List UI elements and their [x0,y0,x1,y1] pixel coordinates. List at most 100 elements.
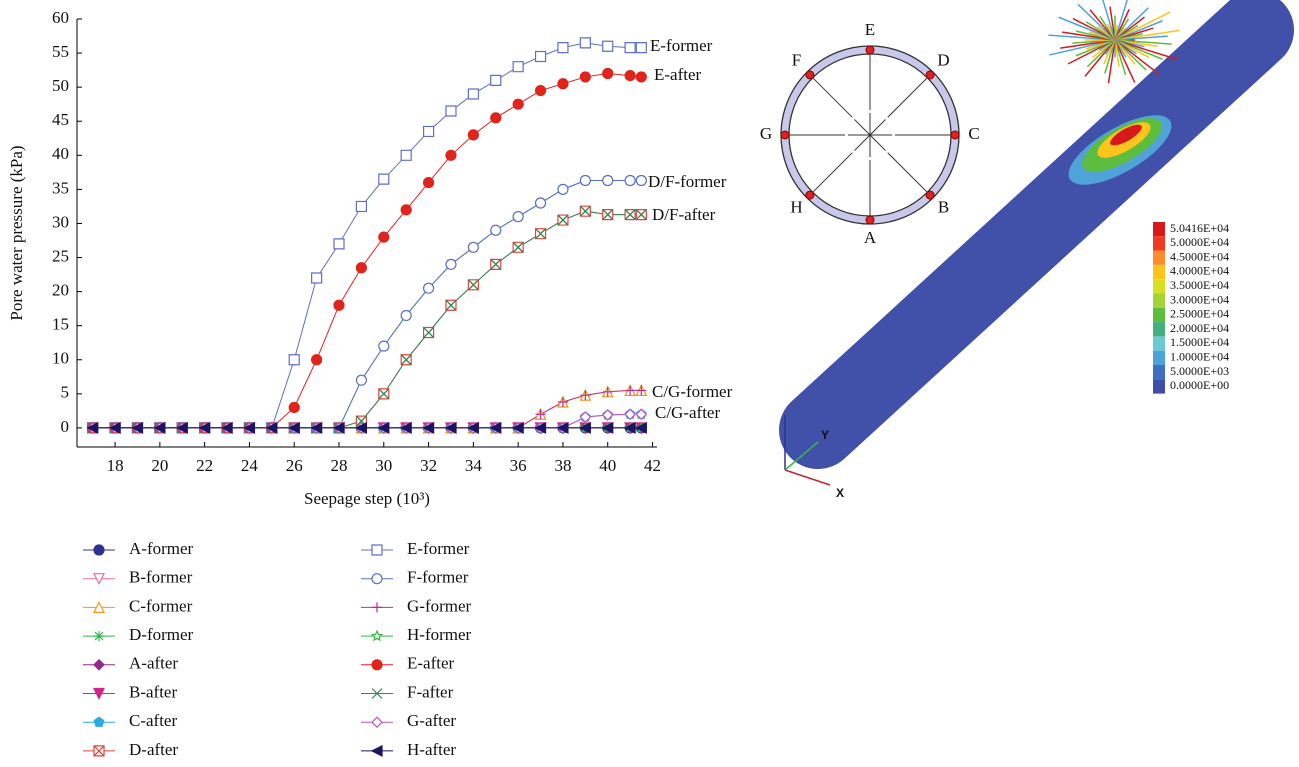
colorbar-label: 5.0000E+04 [1170,235,1229,249]
legend-label: F-former [407,568,469,587]
measure-point [866,46,874,54]
curve-annotation: D/F-after [652,205,716,224]
measure-point [806,191,814,199]
legend-marker [372,545,382,555]
radial-line [888,153,933,198]
marker [513,62,523,72]
curve-annotation: C/G-former [652,382,733,401]
legend-label: C-after [129,711,177,730]
y-axis-label: Pore water pressure (kPa) [7,145,26,320]
x-tick-label: 40 [599,456,616,475]
colorbar-label: 1.0000E+04 [1170,349,1229,363]
y-tick-label: 20 [52,281,69,300]
marker [468,89,478,99]
colorbar-swatch [1153,251,1165,265]
curve-annotation: D/F-former [648,172,727,191]
series-line [93,74,642,428]
legend-label: D-former [129,625,194,644]
x-tick-label: 20 [151,456,168,475]
legend-label: H-former [407,625,472,644]
x-tick-label: 28 [331,456,348,475]
marker [625,43,635,53]
legend-label: F-after [407,682,454,701]
y-tick-label: 60 [52,8,69,27]
colorbar-label: 4.0000E+04 [1170,264,1229,278]
curve-annotation: E-after [654,65,702,84]
marker [580,72,590,82]
y-tick-label: 45 [52,110,69,129]
marker [536,198,546,208]
legend-marker [372,574,382,584]
marker [401,205,411,215]
marker [379,341,389,351]
series-line [93,43,642,428]
marker [558,79,568,89]
colorbar-label: 5.0416E+04 [1170,221,1229,235]
y-tick-label: 0 [61,417,70,436]
marker [625,71,635,81]
marker [536,51,546,61]
point-label: B [938,197,949,216]
marker [625,176,635,186]
x-tick-label: 26 [286,456,303,475]
point-label: F [792,50,801,69]
colorbar-swatch [1153,222,1165,236]
center-line [870,119,886,135]
legend-marker [372,660,382,670]
center-line [854,135,870,151]
marker [580,176,590,186]
legend-label: E-after [407,654,455,673]
series-line [93,211,642,428]
marker [468,130,478,140]
colorbar-swatch [1153,365,1165,379]
center-line [870,135,886,151]
marker [334,239,344,249]
y-tick-label: 25 [52,246,69,265]
point-label: E [865,20,875,39]
axis-x-label: X [836,486,844,500]
marker [558,184,568,194]
marker [379,174,389,184]
marker [289,402,299,412]
measure-point [806,71,814,79]
marker [401,150,411,160]
x-axis-label: Seepage step (10³) [304,489,430,508]
colorbar-swatch [1153,351,1165,365]
legend-label: C-former [129,596,193,615]
x-tick-label: 30 [375,456,392,475]
x-tick-label: 24 [241,456,259,475]
legend-marker [94,631,104,641]
point-label: A [864,228,877,247]
legend-label: G-after [407,711,456,730]
marker [424,283,434,293]
marker [636,72,646,82]
legend-marker [94,545,104,555]
axis-x [785,470,830,485]
marker [603,41,613,51]
x-tick-label: 34 [465,456,483,475]
curve-annotation: E-former [650,36,713,55]
colorbar-label: 4.5000E+04 [1170,249,1229,263]
y-tick-label: 40 [52,144,69,163]
marker [312,355,322,365]
legend-label: H-after [407,740,456,759]
y-tick-label: 15 [52,315,69,334]
x-tick-label: 42 [644,456,661,475]
point-label: D [937,50,949,69]
figure: 0510152025303540455055601820222426283032… [0,0,1299,767]
center-line [854,119,870,135]
legend-marker [94,746,104,756]
marker [491,75,501,85]
colorbar-label: 5.0000E+03 [1170,364,1229,378]
legend-label: A-former [129,539,194,558]
marker [636,43,646,53]
x-tick-label: 22 [196,456,213,475]
colorbar-swatch [1153,336,1165,350]
marker [491,225,501,235]
radial-line [807,153,852,198]
marker [312,273,322,283]
colorbar-label: 3.5000E+04 [1170,278,1229,292]
marker [580,38,590,48]
legend-marker [372,717,382,727]
marker [424,178,434,188]
